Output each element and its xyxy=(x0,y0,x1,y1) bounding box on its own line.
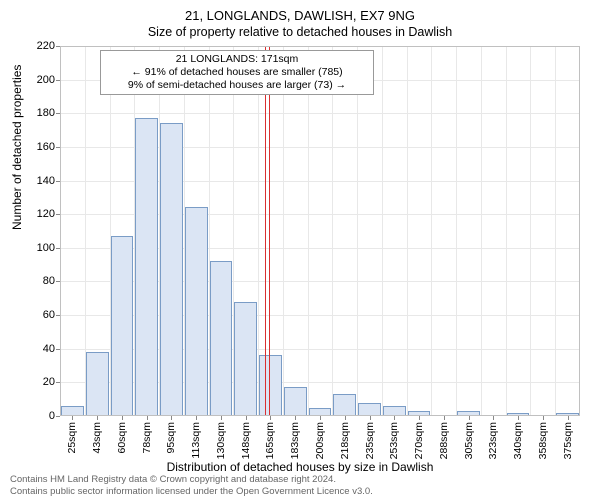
xtick-label: 165sqm xyxy=(264,422,276,459)
ytick-mark xyxy=(56,416,60,417)
title-main: 21, LONGLANDS, DAWLISH, EX7 9NG xyxy=(0,0,600,23)
xtick-mark xyxy=(147,416,148,420)
y-axis-label: Number of detached properties xyxy=(10,65,24,230)
xtick-label: 183sqm xyxy=(289,422,301,459)
xtick-label: 78sqm xyxy=(141,422,153,454)
xtick-mark xyxy=(370,416,371,420)
ytick-label: 20 xyxy=(25,376,55,388)
xtick-mark xyxy=(493,416,494,420)
xtick-mark xyxy=(97,416,98,420)
xtick-label: 148sqm xyxy=(240,422,252,459)
xtick-mark xyxy=(345,416,346,420)
xtick-mark xyxy=(419,416,420,420)
ytick-mark xyxy=(56,281,60,282)
ytick-label: 200 xyxy=(25,74,55,86)
xtick-label: 113sqm xyxy=(190,422,202,459)
xtick-label: 270sqm xyxy=(413,422,425,459)
ytick-label: 120 xyxy=(25,208,55,220)
ytick-label: 100 xyxy=(25,242,55,254)
x-axis-label: Distribution of detached houses by size … xyxy=(0,460,600,474)
xtick-mark xyxy=(196,416,197,420)
footer-line2: Contains public sector information licen… xyxy=(10,486,373,497)
xtick-mark xyxy=(444,416,445,420)
ytick-mark xyxy=(56,248,60,249)
xtick-mark xyxy=(246,416,247,420)
xtick-mark xyxy=(568,416,569,420)
xtick-label: 130sqm xyxy=(215,422,227,459)
annotation-box: 21 LONGLANDS: 171sqm ← 91% of detached h… xyxy=(100,50,374,95)
annotation-line2: ← 91% of detached houses are smaller (78… xyxy=(107,66,367,79)
xtick-mark xyxy=(543,416,544,420)
ytick-mark xyxy=(56,349,60,350)
annotation-line1: 21 LONGLANDS: 171sqm xyxy=(107,53,367,66)
xtick-label: 340sqm xyxy=(512,422,524,459)
xtick-mark xyxy=(295,416,296,420)
xtick-label: 25sqm xyxy=(66,422,78,454)
xtick-label: 323sqm xyxy=(487,422,499,459)
ytick-mark xyxy=(56,382,60,383)
title-sub: Size of property relative to detached ho… xyxy=(0,25,600,39)
ytick-mark xyxy=(56,315,60,316)
ytick-label: 180 xyxy=(25,107,55,119)
xtick-mark xyxy=(171,416,172,420)
ytick-label: 0 xyxy=(25,410,55,422)
ytick-label: 40 xyxy=(25,343,55,355)
xtick-label: 358sqm xyxy=(537,422,549,459)
footer: Contains HM Land Registry data © Crown c… xyxy=(10,474,373,497)
xtick-mark xyxy=(394,416,395,420)
xtick-mark xyxy=(72,416,73,420)
xtick-mark xyxy=(469,416,470,420)
annotation-line3: 9% of semi-detached houses are larger (7… xyxy=(107,79,367,92)
xtick-label: 375sqm xyxy=(562,422,574,459)
ytick-mark xyxy=(56,214,60,215)
ytick-mark xyxy=(56,181,60,182)
plot-border xyxy=(60,46,580,416)
xtick-mark xyxy=(518,416,519,420)
xtick-label: 218sqm xyxy=(339,422,351,459)
xtick-label: 95sqm xyxy=(165,422,177,454)
ytick-mark xyxy=(56,80,60,81)
ytick-label: 60 xyxy=(25,309,55,321)
ytick-label: 140 xyxy=(25,175,55,187)
xtick-label: 200sqm xyxy=(314,422,326,459)
ytick-label: 160 xyxy=(25,141,55,153)
xtick-mark xyxy=(320,416,321,420)
xtick-mark xyxy=(221,416,222,420)
plot-area: 020406080100120140160180200220 25sqm43sq… xyxy=(60,46,580,416)
ytick-mark xyxy=(56,46,60,47)
xtick-label: 60sqm xyxy=(116,422,128,454)
xtick-mark xyxy=(270,416,271,420)
xtick-label: 305sqm xyxy=(463,422,475,459)
ytick-label: 80 xyxy=(25,275,55,287)
xtick-label: 43sqm xyxy=(91,422,103,454)
xtick-label: 288sqm xyxy=(438,422,450,459)
ytick-mark xyxy=(56,147,60,148)
xtick-label: 253sqm xyxy=(388,422,400,459)
footer-line1: Contains HM Land Registry data © Crown c… xyxy=(10,474,373,485)
ytick-label: 220 xyxy=(25,40,55,52)
ytick-mark xyxy=(56,113,60,114)
chart-container: 21, LONGLANDS, DAWLISH, EX7 9NG Size of … xyxy=(0,0,600,500)
xtick-mark xyxy=(122,416,123,420)
xtick-label: 235sqm xyxy=(364,422,376,459)
